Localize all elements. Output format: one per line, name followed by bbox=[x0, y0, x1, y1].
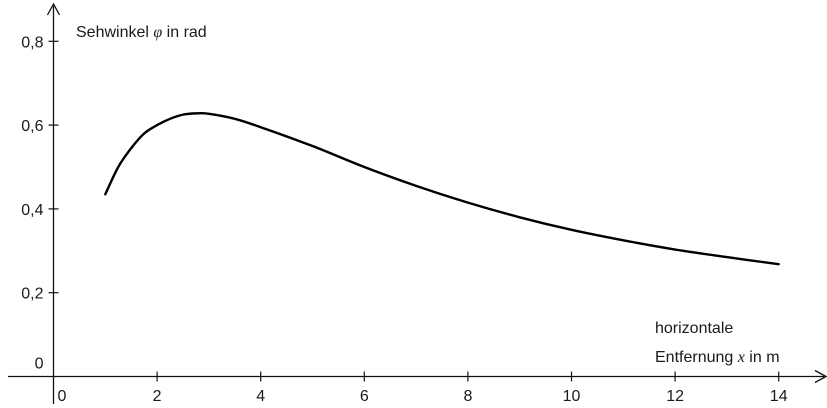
x-axis-title-line1: horizontale bbox=[655, 320, 733, 337]
y-tick-label: 0,2 bbox=[21, 286, 43, 303]
y-tick-label: 0,4 bbox=[21, 202, 43, 219]
y-axis-title-symbol: φ bbox=[153, 24, 162, 41]
y-tick-label: 0,8 bbox=[21, 34, 43, 51]
y-axis-title-unit: in rad bbox=[162, 24, 206, 41]
y-tick-label: 0,6 bbox=[21, 118, 43, 135]
x-axis-title-line2: Entfernung x in m bbox=[655, 349, 780, 366]
x-tick-label: 8 bbox=[463, 388, 472, 405]
x-tick-label: 2 bbox=[153, 388, 162, 405]
y-axis-title: Sehwinkel φ in rad bbox=[76, 24, 207, 41]
y-axis-title-text: Sehwinkel bbox=[76, 24, 153, 41]
x-tick-label: 6 bbox=[360, 388, 369, 405]
x-axis-title-text: Entfernung bbox=[655, 349, 738, 366]
x-tick-label: 10 bbox=[563, 388, 581, 405]
series-group bbox=[104, 111, 780, 266]
y-axis-arrow-icon bbox=[46, 2, 61, 16]
x-tick-label: 0 bbox=[58, 388, 67, 405]
x-tick-label: 12 bbox=[666, 388, 684, 405]
x-axis-arrow-icon bbox=[814, 369, 827, 384]
series-line bbox=[104, 111, 780, 266]
x-tick-label: 14 bbox=[770, 388, 788, 405]
x-axis-title-symbol: x bbox=[737, 349, 745, 366]
x-axis-title-unit: in m bbox=[745, 349, 780, 366]
y-ticks: 0 0,2 0,4 0,6 0,8 bbox=[21, 34, 59, 373]
x-ticks: 0 2 4 6 8 10 12 14 bbox=[58, 371, 788, 405]
x-tick-label: 4 bbox=[256, 388, 265, 405]
y-tick-label: 0 bbox=[35, 356, 44, 373]
